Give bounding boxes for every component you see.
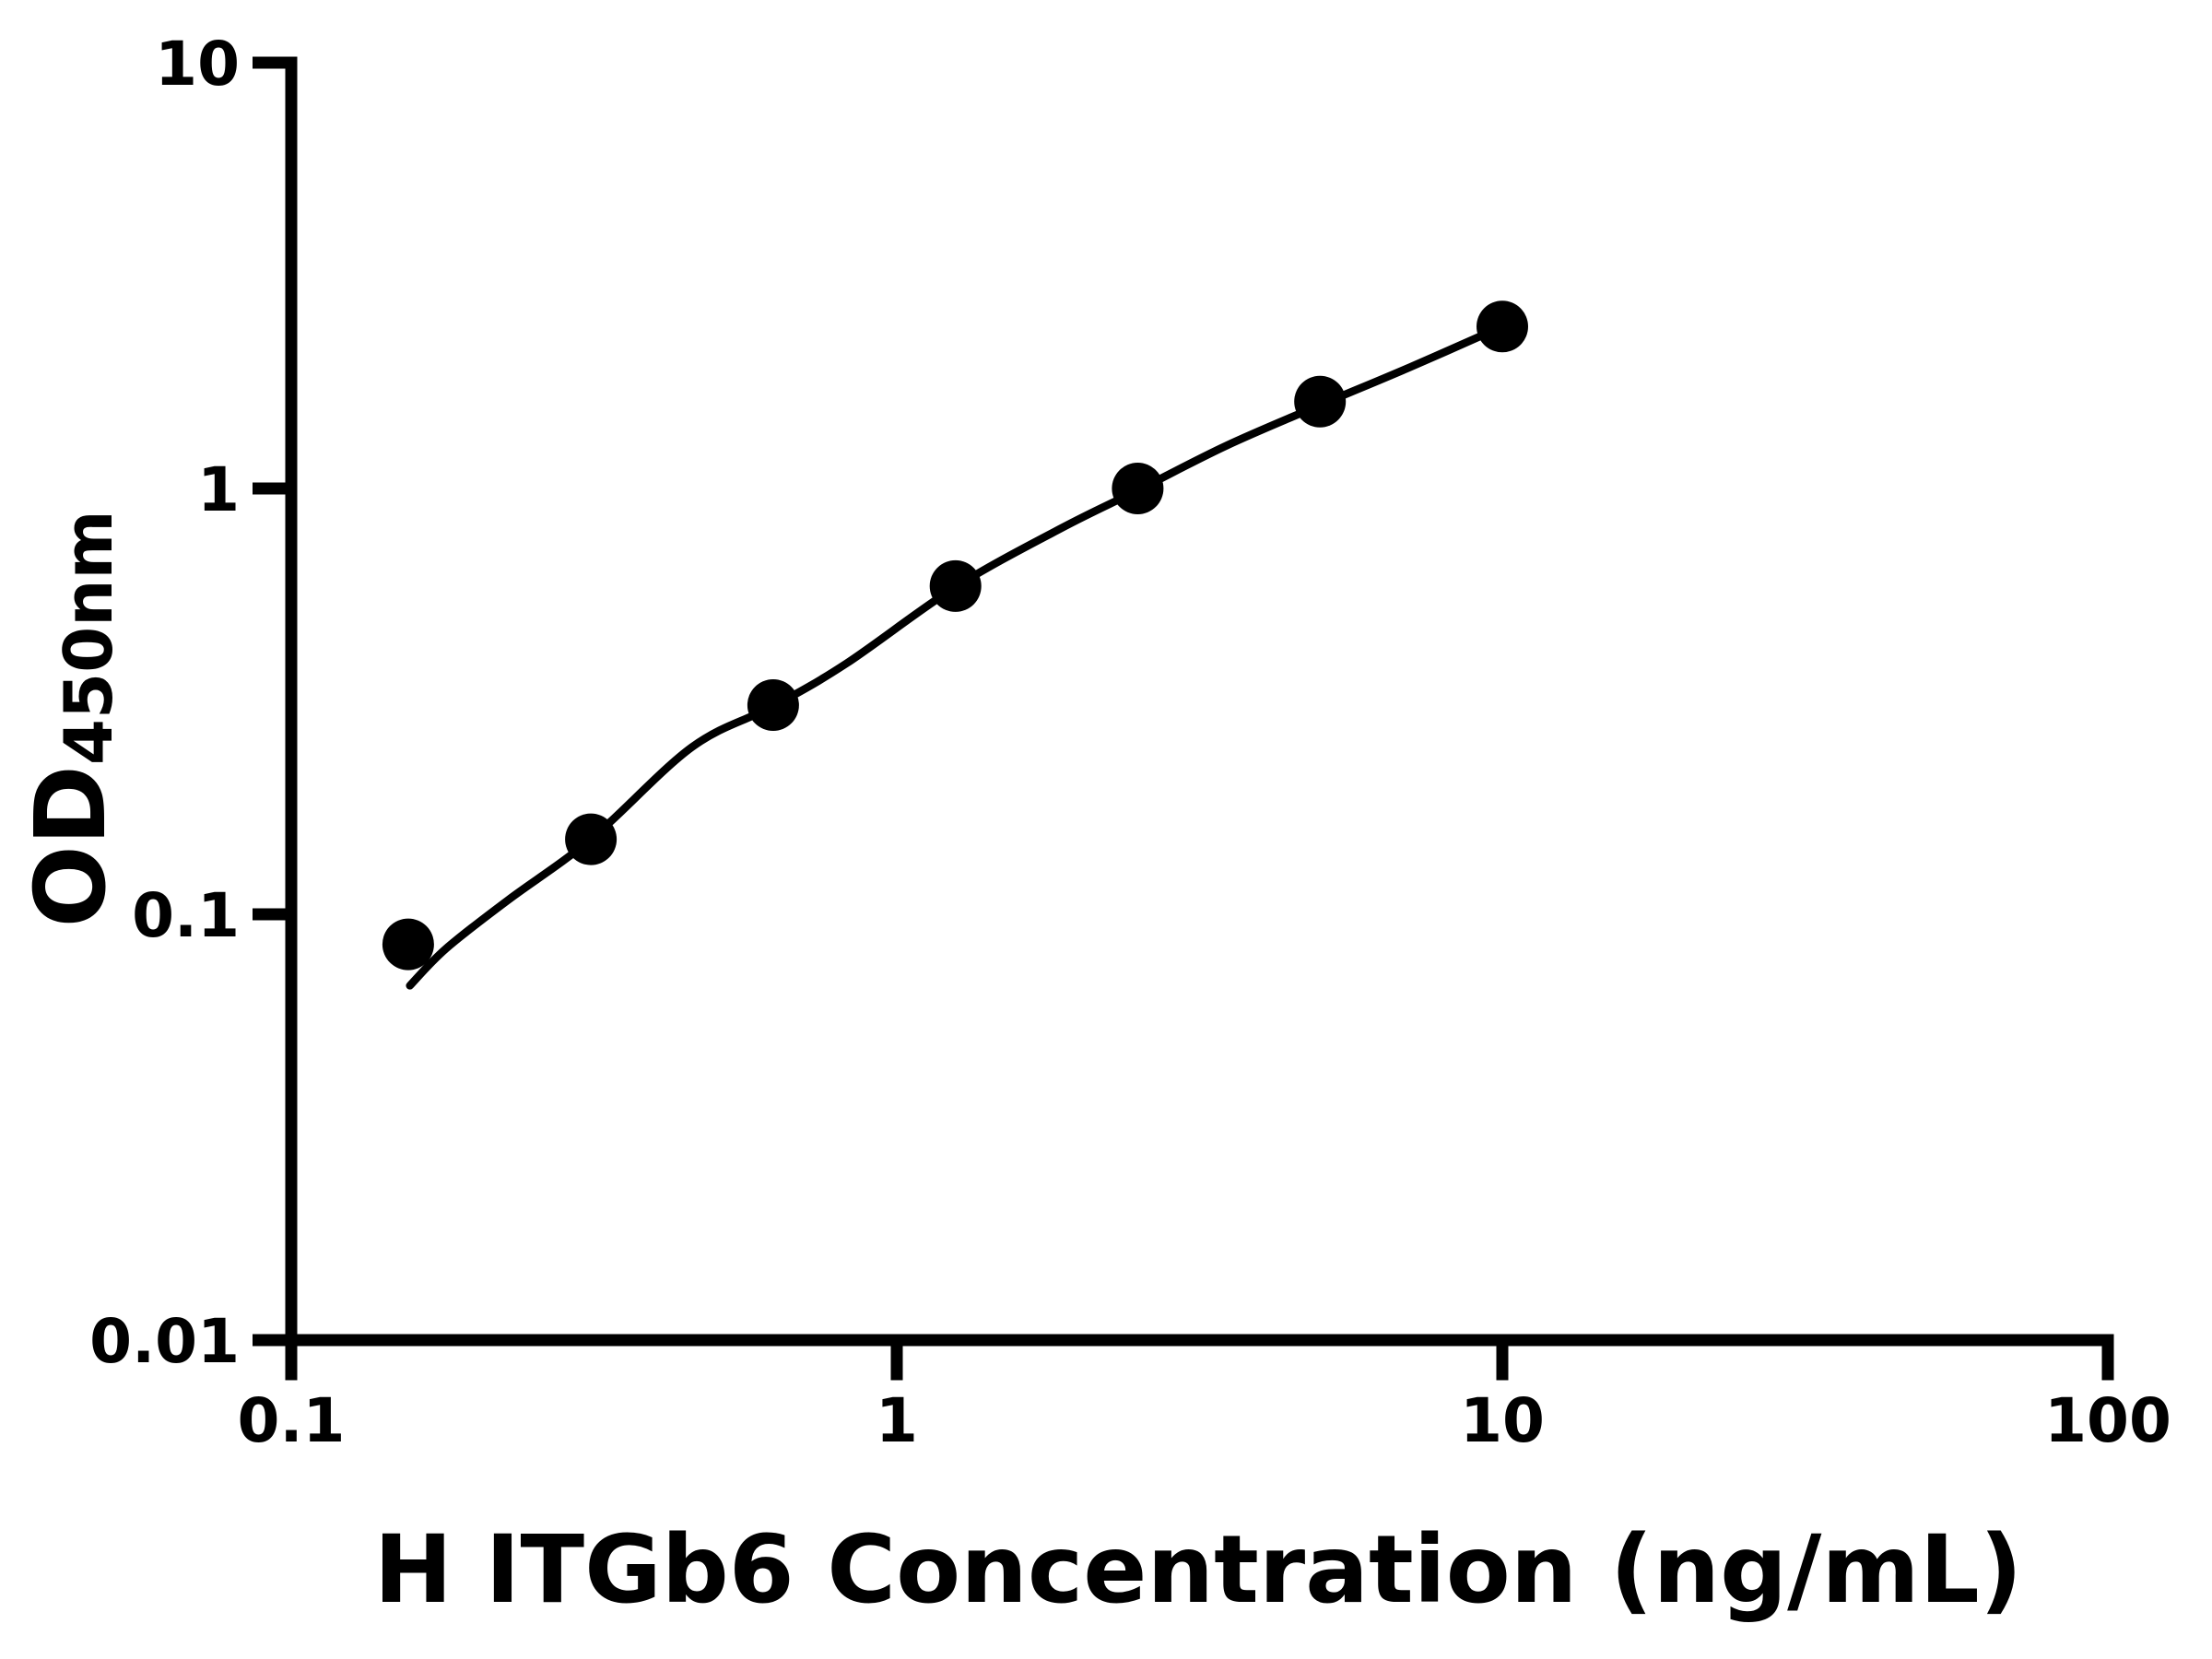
y-axis-title: OD450nm bbox=[15, 511, 127, 928]
y-tick-label-10: 10 bbox=[155, 29, 240, 100]
x-tick-label-0.1: 0.1 bbox=[238, 1385, 346, 1456]
y-axis-title-main: OD bbox=[15, 765, 127, 927]
data-point bbox=[1112, 463, 1164, 514]
y-tick-label-1: 1 bbox=[197, 454, 240, 525]
data-points-group bbox=[382, 300, 1528, 971]
x-axis-title: H ITGb6 Concentration (ng/mL) bbox=[374, 1515, 2023, 1625]
data-point bbox=[382, 918, 434, 971]
x-tick-label-100: 100 bbox=[2044, 1385, 2171, 1456]
y-tick-label-0.1: 0.1 bbox=[132, 880, 240, 951]
x-tick-label-1: 1 bbox=[876, 1385, 918, 1456]
axes bbox=[285, 56, 2114, 1347]
data-point bbox=[565, 813, 618, 865]
axis-ticks bbox=[253, 56, 2114, 1381]
x-tick-label-10: 10 bbox=[1460, 1385, 1545, 1456]
data-point bbox=[747, 679, 799, 731]
y-tick-label-0.01: 0.01 bbox=[89, 1306, 240, 1377]
y-axis-title-subscript: 450nm bbox=[50, 511, 127, 766]
data-point bbox=[1477, 300, 1528, 353]
data-point bbox=[929, 559, 982, 612]
data-point bbox=[1294, 375, 1347, 428]
axis-tick-labels: 10 1 0.1 0.01 0.1 1 10 100 bbox=[89, 29, 2171, 1456]
